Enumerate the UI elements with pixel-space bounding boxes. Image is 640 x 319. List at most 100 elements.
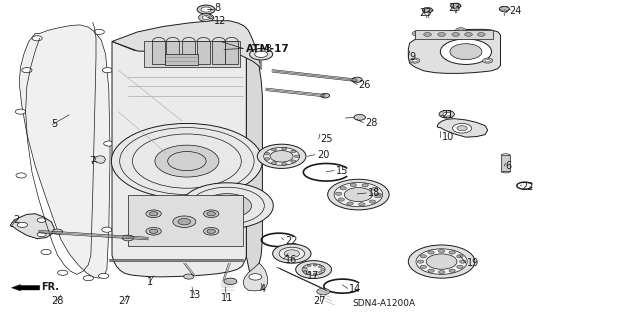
- Circle shape: [41, 249, 51, 255]
- Text: ATM-17: ATM-17: [246, 44, 290, 55]
- Polygon shape: [408, 29, 500, 73]
- Text: 15: 15: [336, 166, 348, 176]
- Text: 3: 3: [266, 44, 272, 55]
- Circle shape: [146, 210, 161, 218]
- Circle shape: [440, 39, 492, 64]
- Circle shape: [25, 218, 35, 223]
- Circle shape: [350, 183, 356, 187]
- Text: 18: 18: [368, 188, 380, 198]
- Circle shape: [16, 173, 26, 178]
- Circle shape: [358, 203, 365, 206]
- Polygon shape: [225, 41, 238, 64]
- Circle shape: [104, 141, 114, 146]
- Circle shape: [410, 58, 420, 63]
- Circle shape: [499, 6, 509, 11]
- Polygon shape: [95, 156, 106, 163]
- Circle shape: [178, 219, 191, 225]
- Circle shape: [255, 51, 268, 57]
- Polygon shape: [166, 41, 179, 64]
- Text: 4: 4: [259, 284, 266, 294]
- Circle shape: [483, 58, 493, 63]
- Circle shape: [371, 187, 378, 190]
- Circle shape: [354, 115, 365, 120]
- Text: 20: 20: [317, 150, 329, 160]
- Circle shape: [207, 229, 216, 234]
- Circle shape: [111, 123, 262, 199]
- Polygon shape: [246, 46, 262, 272]
- Text: 23: 23: [448, 3, 461, 13]
- Text: 10: 10: [442, 132, 454, 142]
- Circle shape: [303, 267, 307, 269]
- Circle shape: [303, 270, 307, 272]
- Circle shape: [284, 250, 300, 257]
- Circle shape: [338, 198, 344, 201]
- Circle shape: [203, 194, 252, 218]
- Circle shape: [291, 160, 296, 162]
- Circle shape: [485, 59, 490, 62]
- Circle shape: [450, 44, 482, 60]
- Circle shape: [17, 222, 28, 227]
- Circle shape: [477, 33, 485, 36]
- Circle shape: [347, 202, 353, 205]
- Circle shape: [451, 3, 461, 8]
- Text: 6: 6: [506, 161, 512, 171]
- Circle shape: [224, 278, 237, 285]
- Circle shape: [321, 93, 330, 98]
- Circle shape: [282, 147, 287, 150]
- Circle shape: [426, 254, 457, 269]
- Polygon shape: [112, 41, 246, 277]
- Circle shape: [37, 232, 46, 237]
- Circle shape: [415, 32, 420, 35]
- Text: 27: 27: [314, 296, 326, 307]
- Circle shape: [335, 192, 342, 195]
- Circle shape: [485, 32, 490, 35]
- Circle shape: [294, 155, 300, 158]
- Circle shape: [198, 14, 214, 21]
- Polygon shape: [197, 41, 210, 64]
- Text: 12: 12: [214, 16, 227, 26]
- Circle shape: [264, 152, 269, 155]
- Circle shape: [375, 195, 381, 198]
- Circle shape: [352, 77, 362, 82]
- Circle shape: [201, 7, 211, 12]
- Polygon shape: [415, 30, 493, 39]
- Text: 17: 17: [307, 271, 319, 281]
- Text: 26: 26: [358, 79, 371, 90]
- Circle shape: [443, 112, 451, 116]
- Circle shape: [204, 227, 219, 235]
- Text: 13: 13: [189, 290, 202, 300]
- Polygon shape: [19, 25, 110, 278]
- Text: 23: 23: [419, 8, 432, 18]
- Circle shape: [416, 249, 467, 274]
- Text: 8: 8: [214, 3, 221, 13]
- Circle shape: [458, 29, 463, 32]
- Polygon shape: [112, 21, 261, 68]
- Circle shape: [102, 68, 113, 73]
- Circle shape: [369, 200, 376, 203]
- Circle shape: [449, 251, 456, 254]
- Circle shape: [271, 162, 276, 164]
- Circle shape: [408, 245, 475, 278]
- Circle shape: [424, 33, 431, 36]
- Circle shape: [149, 211, 158, 216]
- Circle shape: [291, 150, 296, 153]
- Circle shape: [181, 183, 273, 229]
- Circle shape: [122, 235, 134, 241]
- Text: 21: 21: [442, 110, 454, 120]
- Circle shape: [438, 271, 445, 274]
- Polygon shape: [243, 263, 268, 291]
- Circle shape: [428, 269, 434, 272]
- Circle shape: [58, 270, 68, 275]
- Circle shape: [264, 158, 269, 160]
- Circle shape: [202, 16, 210, 19]
- Polygon shape: [128, 195, 243, 246]
- Circle shape: [271, 148, 276, 151]
- Polygon shape: [10, 214, 54, 239]
- Circle shape: [22, 68, 32, 73]
- Circle shape: [279, 247, 305, 260]
- Circle shape: [317, 288, 330, 295]
- Circle shape: [452, 33, 460, 36]
- Circle shape: [449, 269, 456, 272]
- Text: 9: 9: [410, 52, 416, 63]
- Text: 5: 5: [51, 119, 58, 130]
